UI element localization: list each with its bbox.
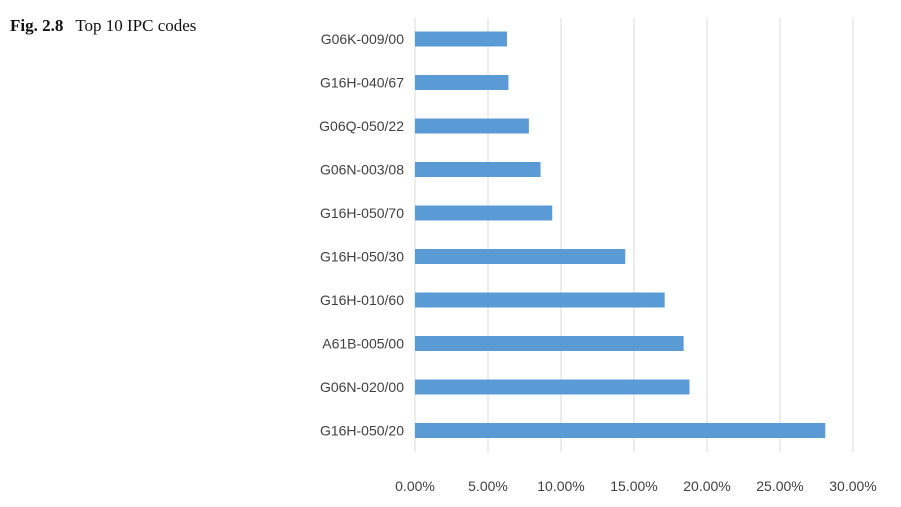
figure-label: Fig. 2.8 (10, 16, 64, 35)
bar (415, 75, 509, 90)
x-tick-label: 20.00% (683, 478, 730, 494)
bar (415, 205, 553, 221)
x-tick-label: 5.00% (468, 478, 508, 494)
category-labels: G06K-009/00 G16H-040/67 G06Q-050/22 G06N-00… (319, 31, 404, 439)
bars (415, 31, 826, 438)
x-tick-label: 0.00% (395, 478, 435, 494)
bar (415, 336, 684, 351)
x-tick-labels: 0.00% 5.00% 10.00% 15.00% 20.00% 25.00% 30.00% (395, 478, 877, 494)
category-label: A61B-005/00 (322, 336, 404, 352)
bar (415, 118, 529, 134)
x-tick-label: 30.00% (829, 478, 876, 494)
x-tick-label: 25.00% (756, 478, 803, 494)
bar (415, 31, 507, 47)
category-label: G16H-010/60 (320, 292, 404, 308)
figure-caption: Fig. 2.8 Top 10 IPC codes (10, 16, 196, 36)
x-tick-label: 15.00% (610, 478, 657, 494)
bar (415, 162, 541, 177)
bar (415, 423, 826, 438)
x-tick-label: 10.00% (537, 478, 584, 494)
category-label: G06N-020/00 (320, 379, 404, 395)
category-label: G06Q-050/22 (319, 118, 404, 134)
category-label: G06N-003/08 (320, 162, 404, 178)
category-label: G16H-050/20 (320, 423, 404, 439)
category-label: G06K-009/00 (321, 31, 404, 47)
category-label: G16H-040/67 (320, 75, 404, 91)
bar (415, 292, 665, 308)
bar (415, 379, 690, 395)
bar (415, 249, 626, 264)
category-label: G16H-050/30 (320, 249, 404, 265)
figure-title: Top 10 IPC codes (75, 16, 197, 35)
category-label: G16H-050/70 (320, 205, 404, 221)
